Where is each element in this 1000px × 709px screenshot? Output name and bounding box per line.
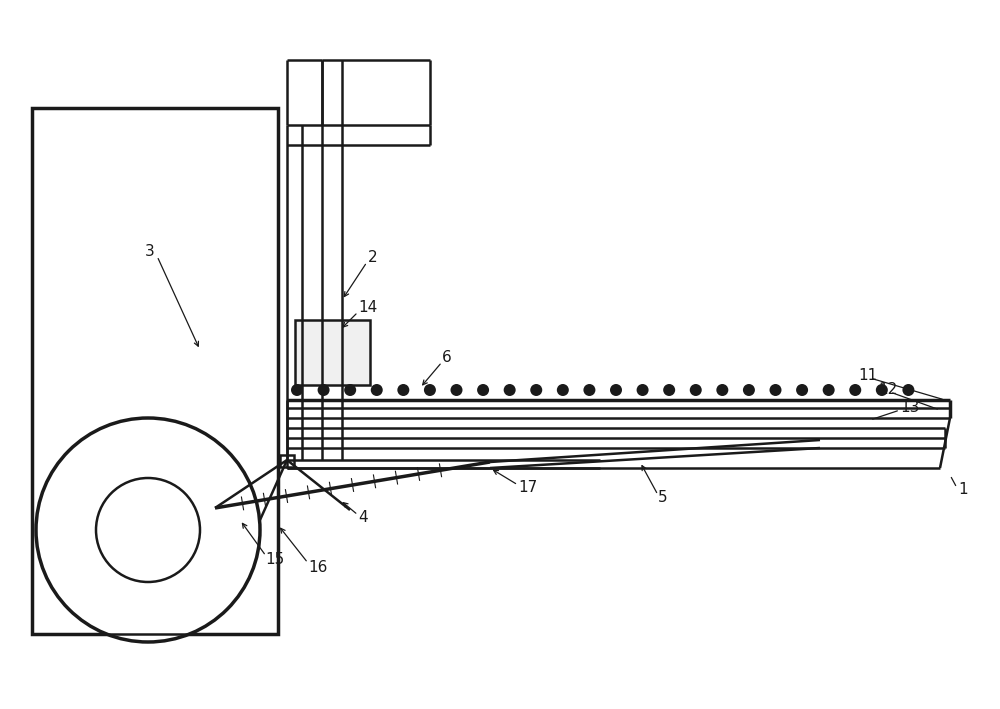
Circle shape	[610, 384, 622, 396]
Circle shape	[663, 384, 675, 396]
Text: 4: 4	[358, 510, 368, 525]
Circle shape	[849, 384, 861, 396]
Text: 15: 15	[265, 552, 284, 567]
Circle shape	[96, 478, 200, 582]
Circle shape	[716, 384, 728, 396]
Circle shape	[557, 384, 569, 396]
Circle shape	[477, 384, 489, 396]
Circle shape	[583, 384, 595, 396]
Text: 11: 11	[858, 367, 877, 382]
Circle shape	[450, 384, 462, 396]
Circle shape	[796, 384, 808, 396]
Bar	[280, 455, 294, 467]
Text: 16: 16	[308, 561, 327, 576]
Text: 1: 1	[958, 483, 968, 498]
Bar	[32, 108, 278, 634]
Circle shape	[823, 384, 835, 396]
Text: 12: 12	[878, 382, 897, 398]
Circle shape	[530, 384, 542, 396]
Circle shape	[743, 384, 755, 396]
Circle shape	[424, 384, 436, 396]
Circle shape	[876, 384, 888, 396]
Circle shape	[690, 384, 702, 396]
Text: 17: 17	[518, 481, 537, 496]
Text: 2: 2	[368, 250, 378, 265]
Circle shape	[397, 384, 409, 396]
Circle shape	[637, 384, 649, 396]
Text: 6: 6	[442, 350, 452, 366]
Circle shape	[291, 384, 303, 396]
Text: 3: 3	[145, 245, 155, 259]
Circle shape	[504, 384, 516, 396]
Circle shape	[902, 384, 914, 396]
Bar	[295, 320, 370, 385]
Circle shape	[371, 384, 383, 396]
Circle shape	[344, 384, 356, 396]
Text: 5: 5	[658, 491, 668, 506]
Circle shape	[770, 384, 782, 396]
Text: 13: 13	[900, 401, 919, 415]
Circle shape	[318, 384, 330, 396]
Circle shape	[36, 418, 260, 642]
Text: 14: 14	[358, 301, 377, 316]
